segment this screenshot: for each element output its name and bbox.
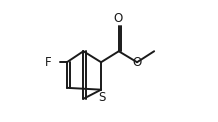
- Text: F: F: [44, 56, 51, 69]
- Text: S: S: [99, 91, 106, 104]
- Text: O: O: [114, 12, 123, 25]
- Text: O: O: [133, 56, 142, 69]
